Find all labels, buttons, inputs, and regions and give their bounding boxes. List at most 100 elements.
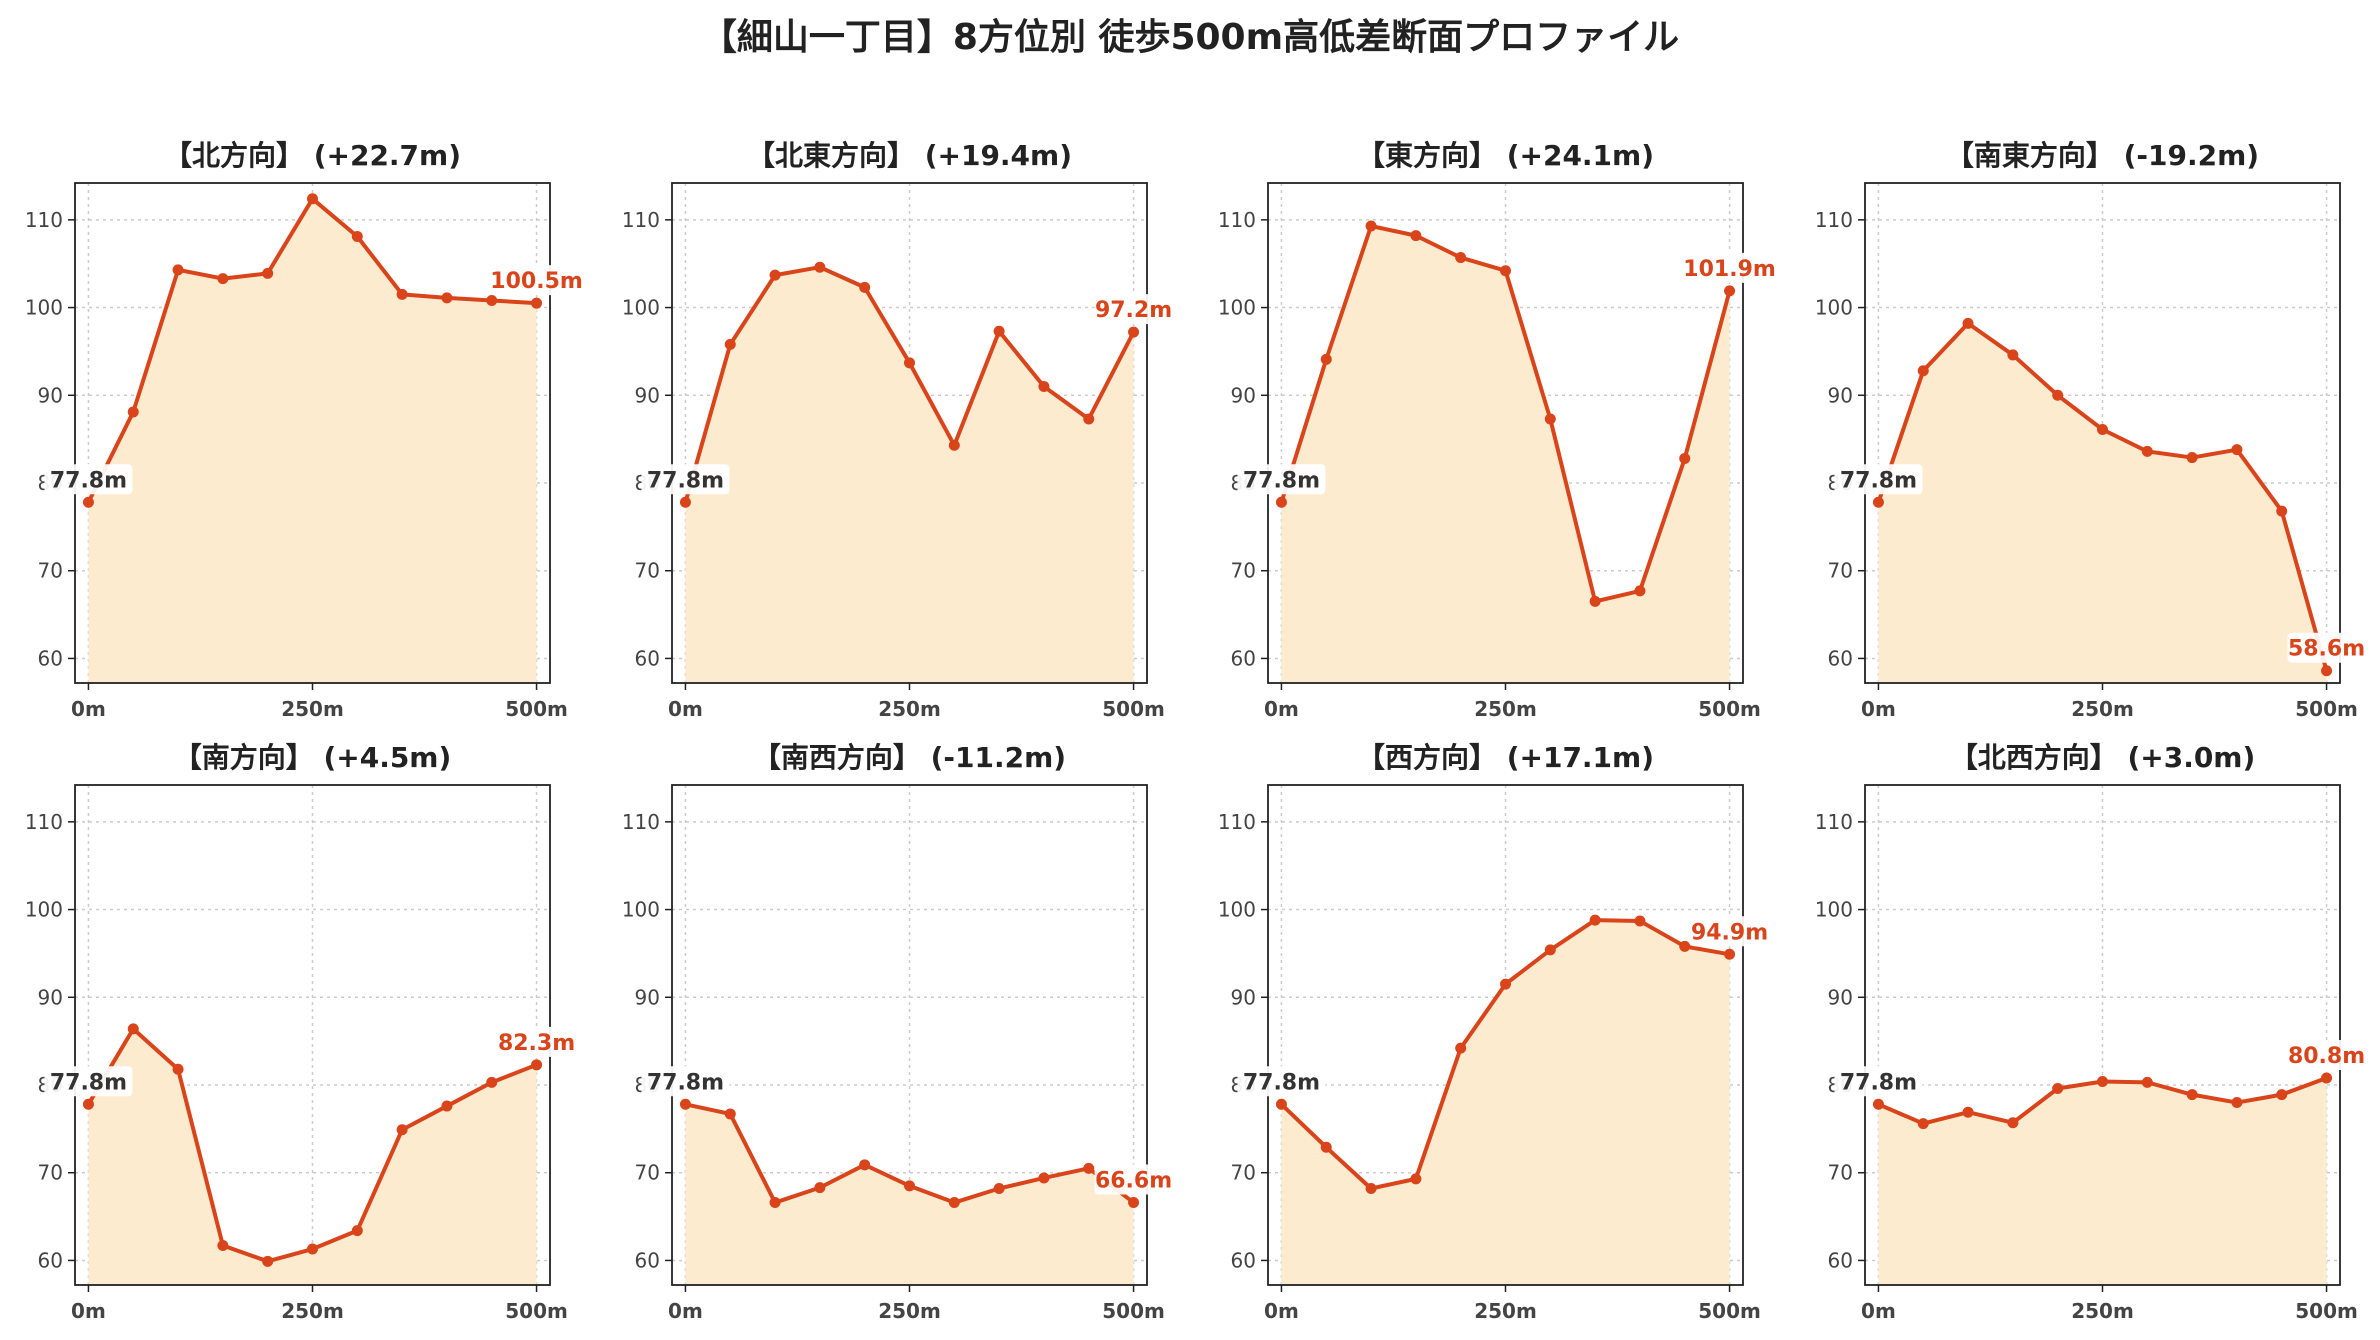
data-point: [1038, 381, 1050, 393]
data-point: [1962, 1106, 1974, 1118]
y-tick-label: 70: [1828, 559, 1853, 583]
end-value-label: 58.6m: [2287, 632, 2366, 663]
y-tick-label: 70: [1828, 1161, 1853, 1185]
start-label-box: [1834, 1066, 1923, 1097]
start-label-text: 77.8m: [647, 1070, 724, 1095]
area-fill: [1878, 1077, 2327, 1285]
start-label-box: [44, 464, 133, 495]
start-value-label: 77.8m: [1237, 464, 1326, 495]
data-point: [1365, 1183, 1377, 1195]
x-tick-label: 250m: [2071, 697, 2134, 721]
data-point: [2141, 1076, 2153, 1088]
data-point: [441, 292, 453, 304]
y-tick-label: 60: [38, 1248, 63, 1272]
data-point: [724, 338, 736, 350]
y-tick-label: 110: [25, 208, 63, 232]
data-point: [2321, 665, 2333, 677]
data-point: [679, 496, 691, 508]
y-tick-label: 90: [1231, 383, 1256, 407]
x-tick-label: 250m: [1474, 697, 1537, 721]
y-tick-label: 70: [635, 1161, 660, 1185]
chart-panel: 607080901001100m250m500m【東方向】 (+24.1m)77…: [1218, 139, 1776, 721]
y-tick-label: 90: [1828, 985, 1853, 1009]
start-label-box: [1237, 464, 1326, 495]
data-point: [307, 193, 318, 205]
end-label-box: [2287, 632, 2366, 663]
data-point: [814, 1182, 826, 1194]
end-value-label: 94.9m: [1690, 916, 1769, 947]
x-tick-label: 500m: [505, 697, 568, 721]
panel-title: 【南方向】 (+4.5m): [174, 741, 452, 774]
start-label-box: [641, 464, 730, 495]
start-label-text: 77.8m: [1840, 1070, 1917, 1095]
y-tick-label: 70: [1231, 559, 1256, 583]
data-point: [679, 1098, 691, 1110]
area-fill: [1281, 920, 1730, 1285]
data-point: [1679, 452, 1691, 464]
x-tick-label: 500m: [1698, 1299, 1761, 1323]
data-point: [441, 1100, 453, 1112]
start-value-label: 77.8m: [1834, 464, 1923, 495]
data-point: [531, 297, 543, 309]
y-tick-label: 110: [622, 208, 660, 232]
panel-title: 【東方向】 (+24.1m): [1357, 139, 1654, 172]
x-tick-label: 500m: [505, 1299, 568, 1323]
x-tick-label: 250m: [1474, 1299, 1537, 1323]
start-label-box: [1834, 464, 1923, 495]
data-point: [2141, 445, 2153, 457]
data-point: [1917, 1118, 1929, 1130]
data-point: [1320, 353, 1332, 365]
data-point: [948, 439, 960, 451]
chart-panel: 607080901001100m250m500m【南方向】 (+4.5m)77.…: [25, 741, 576, 1323]
data-point: [2007, 1117, 2019, 1129]
x-tick-label: 0m: [1861, 697, 1896, 721]
y-tick-label: 90: [635, 383, 660, 407]
end-label-box: [1683, 252, 1776, 283]
data-point: [993, 325, 1005, 337]
y-tick-label: 100: [622, 898, 660, 922]
data-point: [2186, 1089, 2198, 1101]
end-value-label: 66.6m: [1094, 1164, 1173, 1195]
x-tick-label: 0m: [71, 1299, 106, 1323]
chart-panel: 607080901001100m250m500m【北方向】 (+22.7m)77…: [25, 139, 583, 721]
panel-title: 【南西方向】 (-11.2m): [753, 741, 1066, 774]
data-point: [1589, 595, 1601, 607]
area-fill: [1281, 225, 1730, 683]
y-tick-label: 70: [635, 559, 660, 583]
data-point: [1917, 365, 1929, 377]
x-tick-label: 0m: [668, 697, 703, 721]
area-fill: [685, 1104, 1134, 1285]
data-point: [2007, 349, 2019, 361]
panel-title: 【北方向】 (+22.7m): [164, 139, 461, 172]
data-point: [172, 1063, 184, 1075]
x-tick-label: 500m: [2295, 697, 2358, 721]
x-tick-label: 0m: [1264, 1299, 1299, 1323]
y-tick-label: 110: [25, 810, 63, 834]
y-tick-label: 110: [622, 810, 660, 834]
x-tick-label: 0m: [1264, 697, 1299, 721]
chart-panel: 607080901001100m250m500m【北東方向】 (+19.4m)7…: [622, 139, 1173, 721]
end-label-text: 66.6m: [1095, 1169, 1172, 1194]
end-label-box: [497, 1026, 576, 1057]
data-point: [486, 295, 498, 307]
end-label-text: 82.3m: [498, 1031, 575, 1056]
x-tick-label: 500m: [1698, 697, 1761, 721]
data-point: [814, 261, 826, 273]
data-point: [2052, 1083, 2064, 1095]
data-point: [351, 231, 363, 243]
data-point: [1724, 285, 1736, 297]
data-point: [127, 1023, 139, 1035]
panel-title: 【西方向】 (+17.1m): [1357, 741, 1654, 774]
data-point: [1083, 1162, 1095, 1174]
data-point: [307, 1243, 318, 1255]
end-value-label: 80.8m: [2287, 1039, 2366, 1070]
end-label-text: 101.9m: [1683, 257, 1776, 282]
y-tick-label: 60: [1828, 646, 1853, 670]
data-point: [2052, 389, 2064, 401]
start-value-label: 77.8m: [44, 1066, 133, 1097]
data-point: [1634, 585, 1646, 597]
start-label-text: 77.8m: [50, 468, 127, 493]
data-point: [2097, 1075, 2108, 1087]
y-tick-label: 60: [1828, 1248, 1853, 1272]
